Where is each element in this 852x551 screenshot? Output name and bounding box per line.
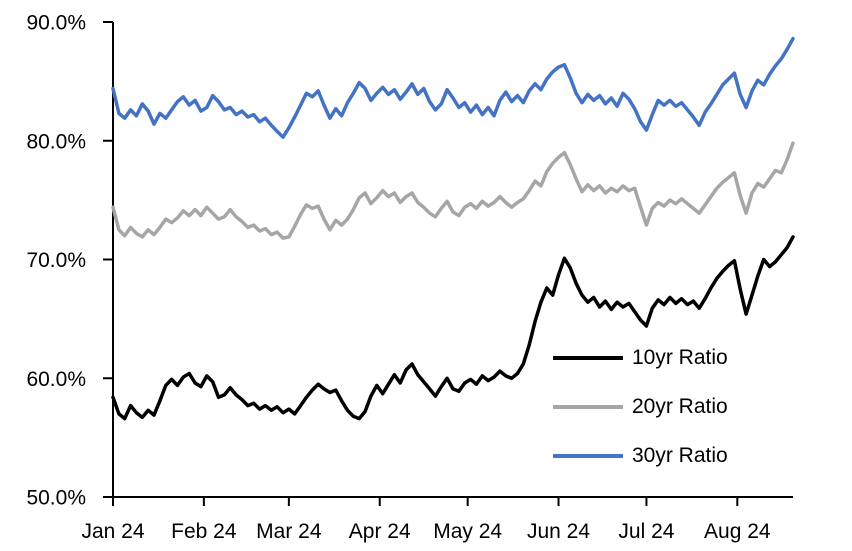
x-tick-label: Feb 24 <box>171 520 237 543</box>
x-tick-label: Jan 24 <box>81 520 144 543</box>
legend-item-20yr-ratio: 20yr Ratio <box>553 393 728 421</box>
20yr-ratio-line <box>111 141 795 240</box>
legend-label-10yr: 10yr Ratio <box>632 346 728 369</box>
legend-line-swatch-20yr <box>553 405 623 409</box>
legend-line-swatch-30yr <box>553 454 623 458</box>
x-tick-label: Apr 24 <box>349 520 411 543</box>
legend-item-30yr-ratio: 30yr Ratio <box>553 442 728 470</box>
legend-line-swatch-10yr <box>553 356 623 360</box>
x-tick-label: Aug 24 <box>704 520 771 543</box>
y-tick-label: 70.0% <box>26 249 86 272</box>
y-tick-label: 90.0% <box>26 12 86 35</box>
y-tick-label: 60.0% <box>26 368 86 391</box>
10yr-ratio-line <box>111 235 795 421</box>
y-tick-label: 80.0% <box>26 130 86 153</box>
x-tick-label: Mar 24 <box>256 520 322 543</box>
x-tick-label: Jun 24 <box>527 520 590 543</box>
30yr-ratio-line <box>111 36 795 139</box>
x-tick-label: Jul 24 <box>618 520 674 543</box>
legend-item-10yr-ratio: 10yr Ratio <box>553 344 728 372</box>
legend: 10yr Ratio 20yr Ratio 30yr Ratio <box>553 344 728 470</box>
legend-label-20yr: 20yr Ratio <box>632 395 728 418</box>
y-tick-label: 50.0% <box>26 487 86 510</box>
legend-label-30yr: 30yr Ratio <box>632 444 728 467</box>
x-tick-label: May 24 <box>433 520 502 543</box>
